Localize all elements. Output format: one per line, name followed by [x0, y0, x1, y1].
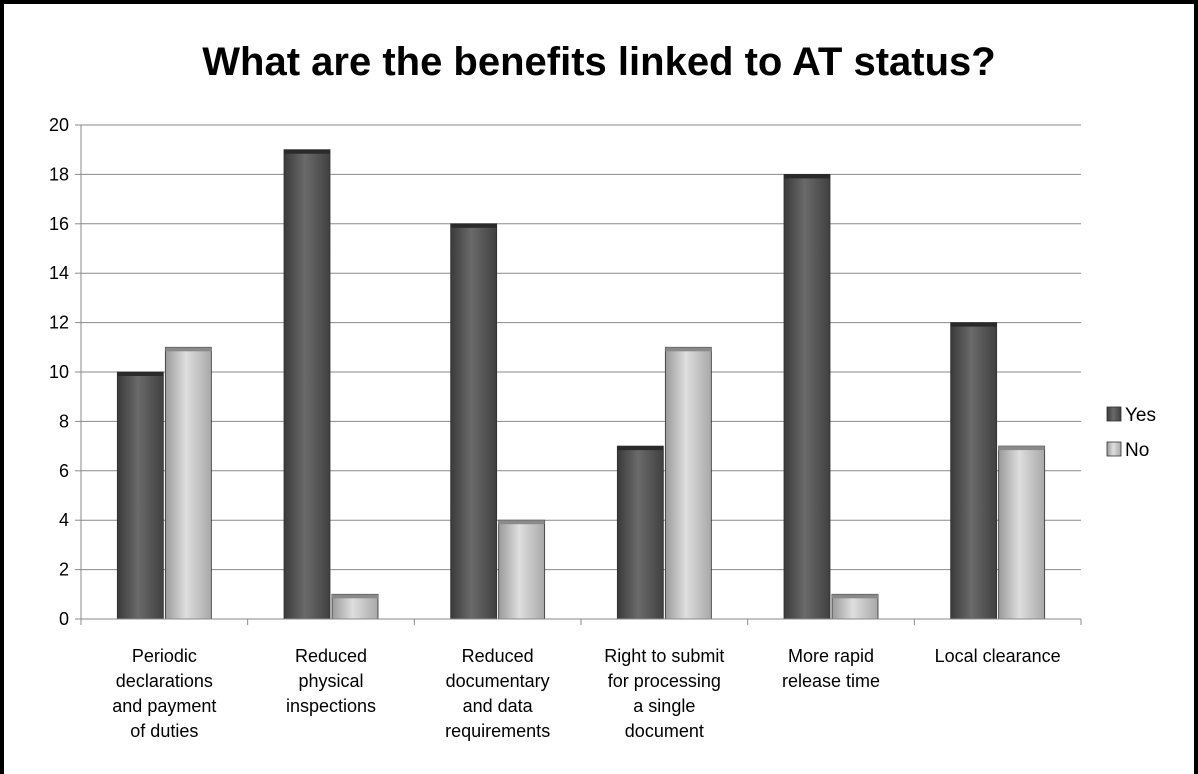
- x-category-label: a single: [633, 696, 695, 716]
- legend: Yes No: [1106, 405, 1156, 461]
- y-tick-label: 8: [59, 411, 69, 431]
- x-category-label: Reduced: [462, 646, 534, 666]
- x-category-label: release time: [782, 671, 880, 691]
- bar-yes-4: [783, 173, 831, 620]
- bar-cap: [665, 347, 712, 352]
- x-category-label: Right to submit: [604, 646, 724, 666]
- bar-no-4: [831, 593, 879, 620]
- y-tick-label: 12: [49, 313, 69, 333]
- legend-swatch-no: [1106, 441, 1122, 457]
- x-category-label: physical: [298, 671, 363, 691]
- x-category-label: and data: [463, 696, 534, 716]
- bar-cap: [784, 174, 830, 179]
- y-tick-label: 6: [59, 461, 69, 481]
- x-category-label: of duties: [130, 721, 198, 741]
- y-tick-label: 14: [49, 263, 69, 283]
- y-tick-label: 0: [59, 609, 69, 629]
- bar-cap: [832, 594, 878, 599]
- x-axis: Periodic declarations and payment of duties…: [80, 618, 1082, 741]
- x-category-label: and payment: [112, 696, 216, 716]
- y-tick-label: 18: [49, 164, 69, 184]
- y-tick-label: 10: [49, 362, 69, 382]
- legend-label-no: No: [1125, 440, 1149, 461]
- bar-no-0: [164, 346, 212, 620]
- bar-yes-0: [116, 371, 164, 620]
- bar-no-5: [998, 445, 1046, 620]
- x-category-label: document: [625, 721, 704, 741]
- x-category-label: requirements: [445, 721, 550, 741]
- bar-cap: [165, 347, 212, 352]
- bar-cap: [450, 223, 497, 228]
- bar-no-2: [498, 519, 546, 620]
- bar-yes-2: [450, 223, 498, 620]
- x-category-label: declarations: [116, 671, 213, 691]
- bar-no-3: [664, 346, 712, 620]
- bar-cap: [950, 322, 997, 327]
- x-category-label: for processing: [608, 671, 721, 691]
- x-category-label: Periodic: [132, 646, 197, 666]
- bar-yes-1: [283, 149, 331, 620]
- bar-cap: [498, 520, 545, 525]
- bar-cap: [284, 149, 330, 154]
- legend-label-yes: Yes: [1125, 405, 1156, 426]
- gridlines: [81, 124, 1081, 571]
- y-tick-label: 16: [49, 214, 69, 234]
- chart-title: What are the benefits linked to AT statu…: [202, 40, 996, 84]
- y-axis: 0 2 4 6 8 10 12 14 16 18 20: [49, 115, 82, 629]
- bar-yes-5: [950, 322, 998, 620]
- bar-yes-3: [616, 445, 664, 620]
- bar-cap: [117, 372, 164, 376]
- y-tick-label: 20: [49, 115, 69, 135]
- bar-no-1: [331, 593, 379, 620]
- bar-cap: [617, 446, 664, 451]
- x-category-label: documentary: [446, 671, 550, 691]
- bars: [116, 149, 1046, 620]
- y-tick-label: 4: [59, 510, 69, 530]
- x-category-label: inspections: [286, 696, 376, 716]
- bar-cap: [332, 594, 378, 599]
- x-category-label: Local clearance: [935, 646, 1061, 666]
- bar-cap: [998, 446, 1045, 451]
- y-tick-label: 2: [59, 560, 69, 580]
- legend-swatch-yes: [1106, 406, 1122, 422]
- x-category-label: Reduced: [295, 646, 367, 666]
- x-category-label: More rapid: [788, 646, 874, 666]
